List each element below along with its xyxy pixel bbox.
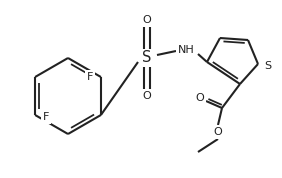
Text: F: F (43, 112, 49, 122)
Text: S: S (142, 51, 152, 66)
Text: O: O (143, 91, 151, 101)
Text: S: S (265, 61, 272, 71)
Text: NH: NH (178, 45, 194, 55)
Text: F: F (87, 72, 93, 82)
Text: O: O (214, 127, 222, 137)
Text: O: O (196, 93, 204, 103)
Text: O: O (143, 15, 151, 25)
